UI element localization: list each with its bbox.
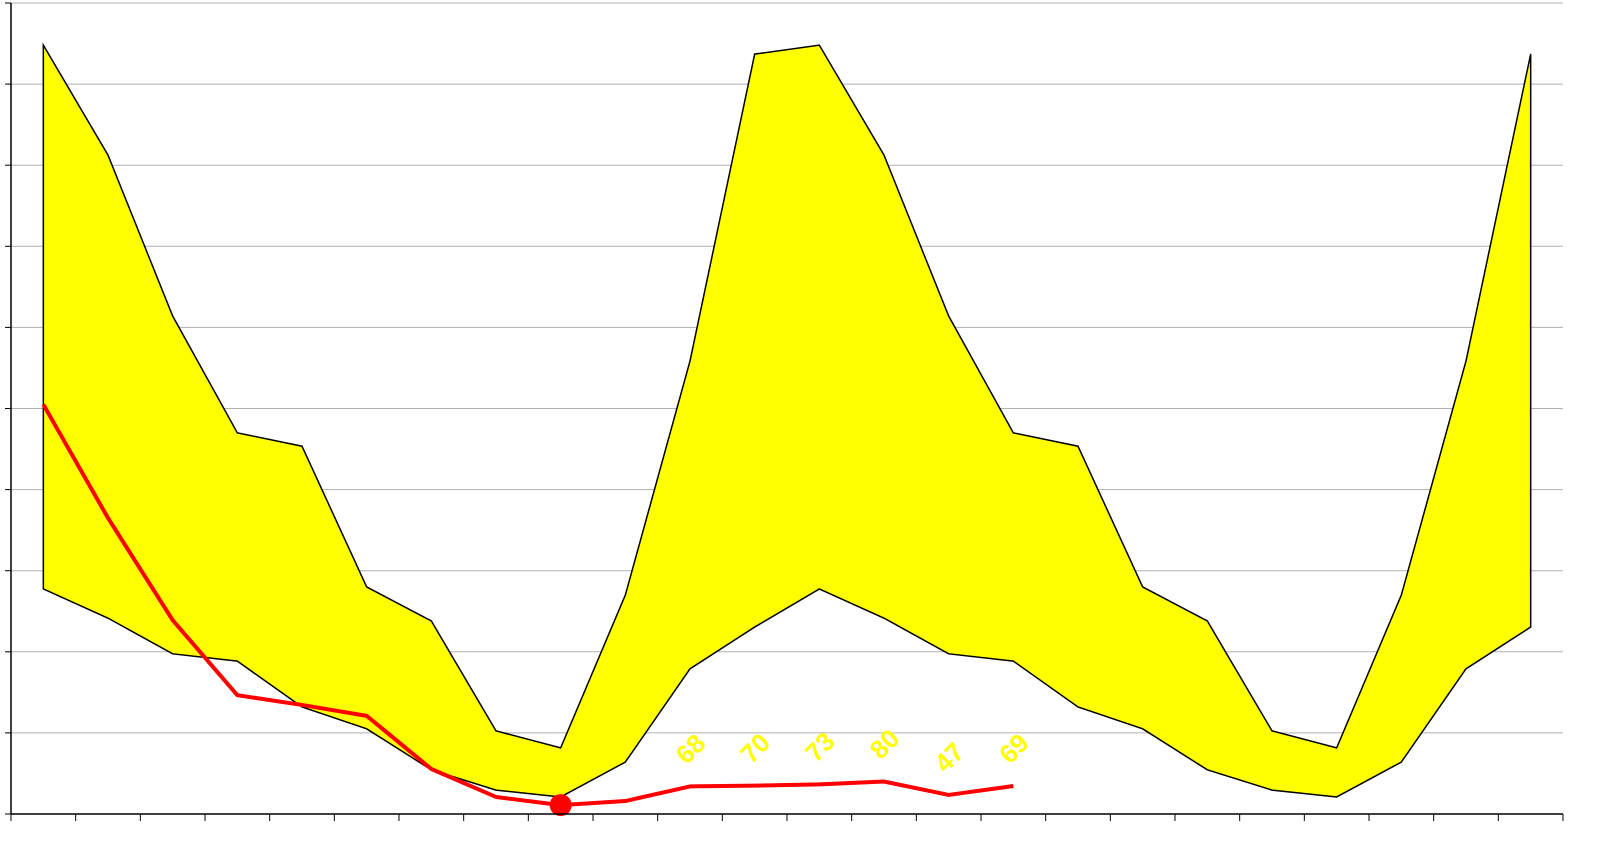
band-high-point [107, 154, 109, 156]
band-high-point [301, 445, 303, 447]
data-label: 73 [799, 726, 841, 768]
band-low-point [818, 588, 820, 590]
band-high-point [1206, 620, 1208, 622]
band-low-point [42, 588, 44, 590]
data-label: 69 [993, 728, 1035, 770]
band-high-point [1077, 445, 1079, 447]
band-high-point [495, 730, 497, 732]
band-high-point [430, 620, 432, 622]
band-low-point [1142, 728, 1144, 730]
band-high-point [818, 44, 820, 46]
band-high-point [1400, 594, 1402, 596]
band-low-point [1400, 761, 1402, 763]
band-low-point [624, 761, 626, 763]
data-label: 70 [734, 727, 776, 769]
band-high-point [883, 154, 885, 156]
band-low-point [1206, 769, 1208, 771]
band-high-point [754, 53, 756, 55]
data-label: 80 [864, 723, 906, 765]
band-area [42, 42, 1532, 798]
band-high-point [560, 747, 562, 749]
data-label: 68 [670, 728, 712, 770]
line [41, 403, 1014, 808]
band-high-point [1530, 53, 1532, 55]
band-low-point [883, 617, 885, 619]
band-high-point [948, 315, 950, 317]
band-high-point [236, 432, 238, 434]
band-high-point [366, 586, 368, 588]
band-high-point [624, 594, 626, 596]
band-high-point [689, 360, 691, 362]
band-high-point [1336, 747, 1338, 749]
band-low-point [1271, 789, 1273, 791]
band-low-point [236, 660, 238, 662]
band-low-point [495, 789, 497, 791]
band-high-point [1012, 432, 1014, 434]
point-marker [549, 794, 572, 817]
band-low-point [754, 626, 756, 628]
band-low-point [107, 617, 109, 619]
band-low-point [1465, 668, 1467, 670]
band-low-point [1336, 796, 1338, 798]
data-label: 47 [928, 737, 970, 779]
band-high-point [172, 315, 174, 317]
band-low-point [1077, 706, 1079, 708]
band-high-point [1465, 360, 1467, 362]
band-low-point [689, 668, 691, 670]
band-high-point [1271, 730, 1273, 732]
band-low-point [1530, 626, 1532, 628]
band-low-point [366, 728, 368, 730]
band-high-point [1142, 586, 1144, 588]
band-low-point [1012, 660, 1014, 662]
band-low-point [948, 653, 950, 655]
band-low-point [172, 653, 174, 655]
band-high-point [42, 44, 44, 46]
